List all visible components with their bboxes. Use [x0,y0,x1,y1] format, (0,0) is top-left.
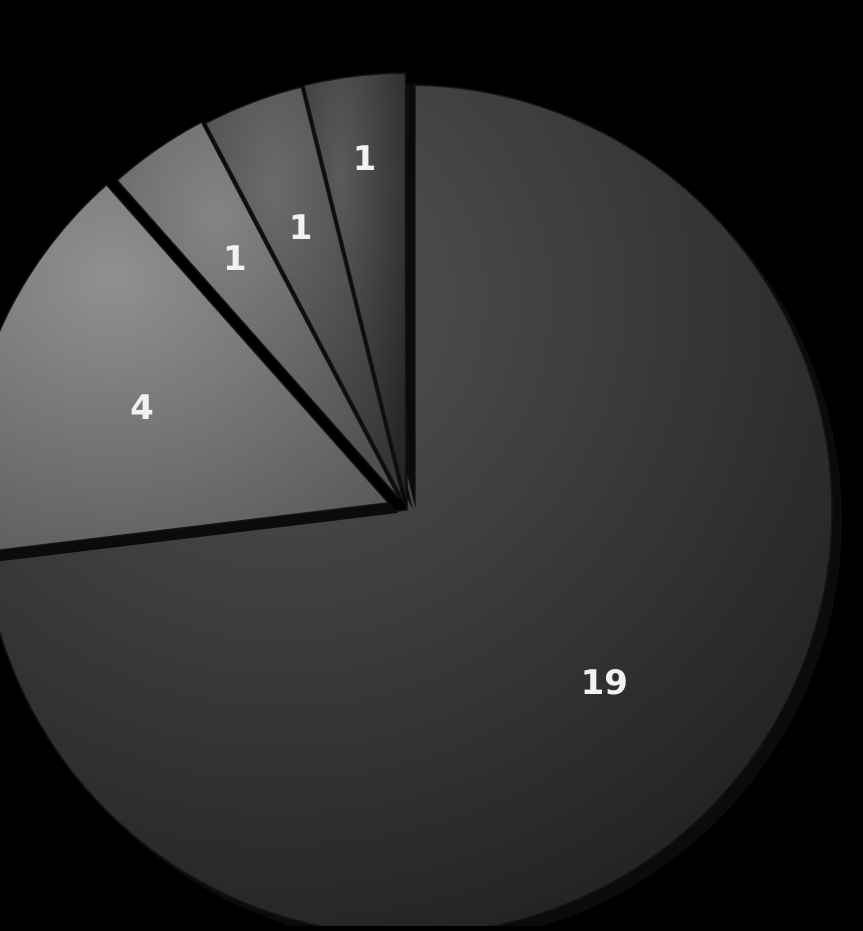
slices-layer [0,72,842,931]
slice-value-label: 4 [130,388,154,428]
slice-value-label: 19 [581,663,628,703]
slice-value-label: 1 [223,239,247,279]
slice-value-label: 1 [353,139,377,179]
pie-slice [204,86,404,501]
pie-slice [0,84,833,931]
pie-slice [302,72,407,499]
pie-slice [0,183,390,551]
slice-value-label: 1 [289,208,313,248]
pie-slice [116,121,400,499]
